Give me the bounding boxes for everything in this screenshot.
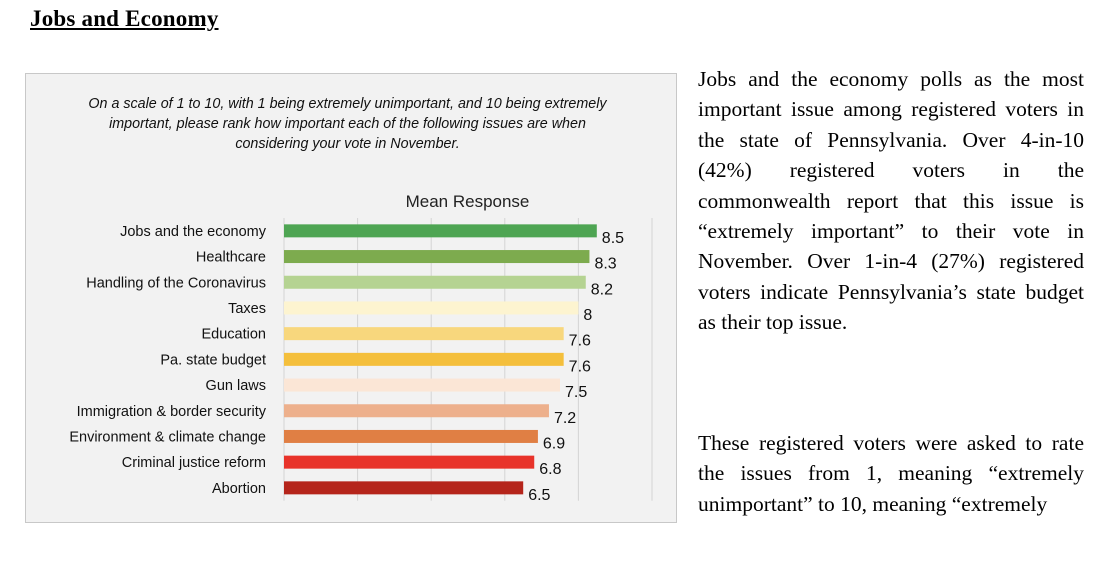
value-label: 7.2 — [554, 410, 576, 427]
bar — [284, 224, 597, 238]
bars — [284, 224, 597, 495]
bar — [284, 404, 549, 418]
bar-chart: Jobs and the economy 8.5 Healthcare 8.3 Hand… — [69, 218, 653, 504]
value-label: 6.5 — [528, 487, 550, 504]
value-label: 7.6 — [569, 333, 591, 350]
category-label: Healthcare — [196, 250, 266, 266]
value-label: 8.3 — [594, 256, 616, 273]
bar — [284, 250, 590, 264]
category-label: Jobs and the economy — [120, 224, 267, 240]
category-label: Gun laws — [206, 378, 266, 394]
grid-lines — [283, 218, 653, 501]
value-label: 7.6 — [569, 358, 591, 375]
bar — [284, 455, 535, 469]
bar — [284, 352, 564, 366]
category-label: Criminal justice reform — [122, 455, 266, 471]
value-label: 6.9 — [543, 435, 565, 452]
value-label: 8.5 — [602, 230, 624, 247]
body-paragraph-2: These registered voters were asked to ra… — [698, 431, 1084, 516]
category-label: Environment & climate change — [69, 429, 266, 445]
category-label: Pa. state budget — [160, 352, 266, 368]
bar — [284, 378, 560, 392]
bar — [284, 429, 538, 443]
category-label: Education — [202, 327, 267, 343]
category-label: Abortion — [212, 481, 266, 497]
bar — [284, 481, 524, 495]
bar — [284, 327, 564, 341]
bar — [284, 301, 579, 315]
category-label: Taxes — [228, 301, 266, 317]
survey-question: On a scale of 1 to 10, with 1 being extr… — [88, 96, 607, 152]
value-label: 6.8 — [539, 461, 561, 478]
bar — [284, 275, 586, 289]
value-label: 8 — [583, 307, 592, 324]
chart-title: Mean Response — [405, 192, 530, 211]
labels: Jobs and the economy 8.5 Healthcare 8.3 Hand… — [69, 224, 624, 504]
section-heading: Jobs and Economy — [30, 6, 219, 31]
value-label: 8.2 — [591, 281, 613, 298]
value-label: 7.5 — [565, 384, 587, 401]
category-label: Handling of the Coronavirus — [86, 275, 266, 291]
category-label: Immigration & border security — [77, 404, 267, 420]
chart-panel — [25, 73, 677, 523]
body-paragraph-1: Jobs and the economy polls as the most i… — [698, 67, 1084, 335]
